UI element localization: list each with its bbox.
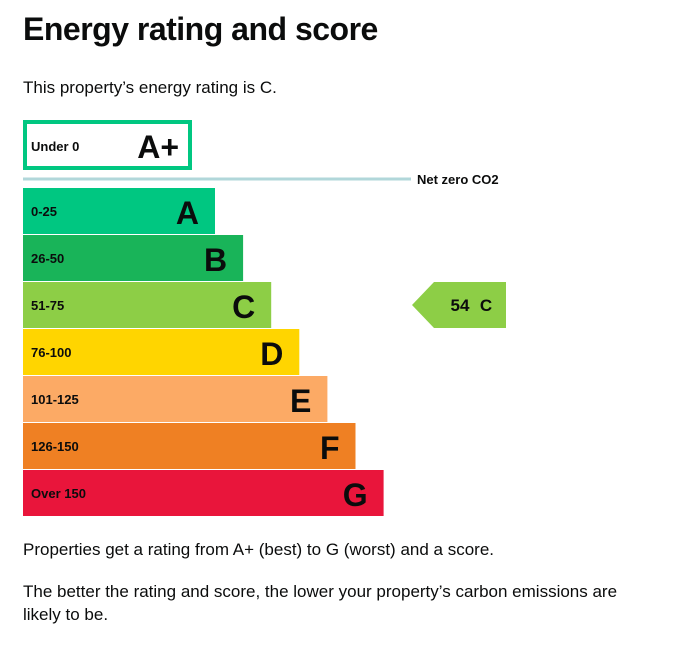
band-bar-f: [23, 423, 356, 469]
band-range-a-plus: Under 0: [31, 139, 79, 154]
rating-intro-text: This property’s energy rating is C.: [23, 78, 277, 97]
band-range-b: 26-50: [31, 251, 64, 266]
band-letter-a: A: [176, 195, 199, 231]
band-bar-d: [23, 329, 300, 375]
page-title: Energy rating and score: [23, 11, 378, 47]
band-range-c: 51-75: [31, 298, 64, 313]
band-letter-f: F: [320, 430, 340, 466]
band-letter-e: E: [290, 383, 311, 419]
band-letter-b: B: [204, 242, 227, 278]
band-range-e: 101-125: [31, 392, 79, 407]
band-bar-b: [23, 235, 244, 281]
band-range-a: 0-25: [31, 204, 57, 219]
band-range-g: Over 150: [31, 486, 86, 501]
current-rating-letter: C: [480, 296, 492, 315]
band-range-d: 76-100: [31, 345, 71, 360]
net-zero-label: Net zero CO2: [417, 172, 499, 187]
band-bar-g: [23, 470, 384, 516]
band-letter-d: D: [260, 336, 283, 372]
band-bar-a-plus: [23, 120, 192, 170]
rating-explanation: Properties get a rating from A+ (best) t…: [23, 540, 495, 559]
band-letter-g: G: [343, 477, 368, 513]
band-bar-a: [23, 188, 215, 234]
band-bar-c: [23, 282, 272, 328]
band-letter-c: C: [232, 289, 255, 325]
band-bar-e: [23, 376, 328, 422]
current-rating-arrow: [412, 282, 506, 328]
emissions-explanation: The better the rating and score, the low…: [23, 582, 618, 624]
band-range-f: 126-150: [31, 439, 79, 454]
current-rating-score: 54: [451, 296, 470, 315]
band-letter-a-plus: A+: [137, 129, 179, 165]
